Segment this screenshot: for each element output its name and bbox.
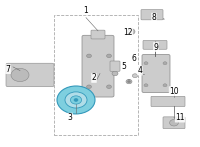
Text: 8: 8 xyxy=(152,13,156,22)
Circle shape xyxy=(163,62,167,65)
Circle shape xyxy=(112,71,118,76)
FancyBboxPatch shape xyxy=(6,63,54,87)
Circle shape xyxy=(87,85,91,88)
Text: 1: 1 xyxy=(84,6,88,15)
Circle shape xyxy=(144,62,148,65)
Text: 5: 5 xyxy=(122,62,126,71)
FancyBboxPatch shape xyxy=(82,35,114,97)
Bar xyxy=(54,15,138,135)
FancyBboxPatch shape xyxy=(143,40,167,49)
Text: 2: 2 xyxy=(92,73,96,82)
Circle shape xyxy=(170,120,178,126)
Circle shape xyxy=(107,85,111,88)
Circle shape xyxy=(11,68,29,82)
FancyBboxPatch shape xyxy=(141,10,163,20)
Circle shape xyxy=(127,80,131,83)
Text: 11: 11 xyxy=(175,113,185,122)
FancyBboxPatch shape xyxy=(142,54,170,93)
Text: 10: 10 xyxy=(169,87,179,96)
Circle shape xyxy=(57,86,95,114)
Circle shape xyxy=(74,98,78,101)
Text: 7: 7 xyxy=(6,65,10,74)
Circle shape xyxy=(107,54,111,58)
FancyBboxPatch shape xyxy=(91,30,105,39)
Circle shape xyxy=(70,96,82,104)
Circle shape xyxy=(163,84,167,87)
Text: 12: 12 xyxy=(123,28,133,37)
Circle shape xyxy=(87,54,91,58)
Circle shape xyxy=(144,84,148,87)
Text: 9: 9 xyxy=(154,42,158,52)
Circle shape xyxy=(65,92,87,108)
Text: 3: 3 xyxy=(68,113,72,122)
Text: 6: 6 xyxy=(132,54,136,63)
FancyBboxPatch shape xyxy=(151,96,185,107)
FancyBboxPatch shape xyxy=(110,61,120,71)
FancyBboxPatch shape xyxy=(163,117,185,129)
Text: 4: 4 xyxy=(138,66,142,75)
Circle shape xyxy=(127,29,135,35)
Circle shape xyxy=(126,79,132,84)
Circle shape xyxy=(132,74,138,78)
